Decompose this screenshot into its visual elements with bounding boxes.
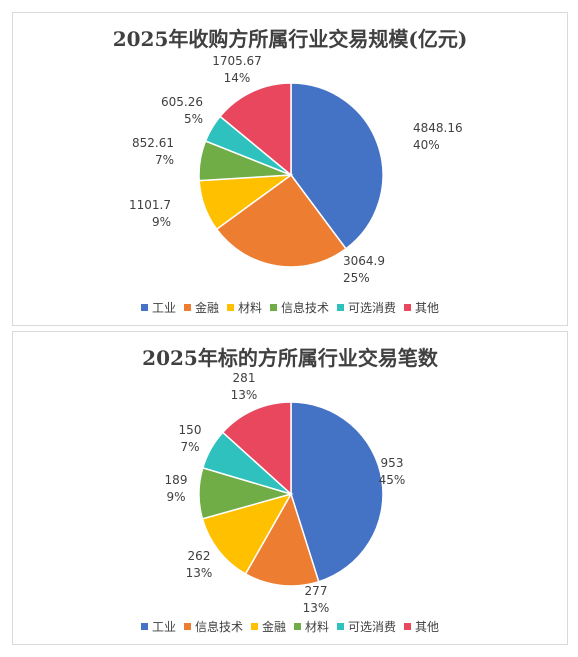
slice-value-label: 1101.7 [129,198,171,212]
legend-swatch [140,623,148,630]
legend-label: 材料 [305,620,330,634]
legend-swatch [294,623,301,630]
legend-item: 其他 [404,299,439,316]
legend-item: 可选消费 [337,299,396,316]
legend-swatch [226,304,234,311]
legend-item: 工业 [140,618,176,635]
legend-swatch [270,304,277,311]
legend-item: 其他 [404,618,439,635]
legend-item: 信息技术 [270,299,329,316]
slice-value-label: 262 [188,549,211,563]
slice-percent-label: 14% [224,71,251,85]
slice-percent-label: 7% [180,440,199,454]
slice-percent-label: 5% [184,112,203,126]
slice-percent-label: 13% [231,388,258,402]
legend-swatch [183,623,191,630]
chart-title: 2025年收购方所属行业交易规模(亿元) [112,27,468,51]
slice-percent-label: 9% [166,490,185,504]
legend-swatch [404,623,412,630]
pie-slice [219,82,292,177]
legend-label: 材料 [237,301,262,315]
slice-value-label: 1705.67 [212,54,262,68]
legend-item: 工业 [140,299,176,316]
pie-slice [290,82,384,250]
legend-item: 信息技术 [183,618,243,635]
legend-label: 信息技术 [281,301,330,315]
legend-label: 可选消费 [348,620,397,634]
legend-item: 金融 [250,618,286,635]
legend-label: 其他 [415,620,440,634]
slice-value-label: 281 [233,371,256,385]
legend-swatch [140,304,148,311]
pie-chart: 953 45% 277 13% 262 13% 189 9% 150 7% 281 13% [165,371,406,615]
legend-swatch [250,623,258,630]
legend-label: 金融 [261,620,286,634]
slice-value-label: 3064.9 [343,254,385,268]
slice-percent-label: 25% [343,271,370,285]
slice-value-label: 953 [381,456,404,470]
legend-label: 可选消费 [348,301,397,315]
legend-item: 可选消费 [337,618,396,635]
pie-chart: 4848.16 40% 3064.9 25% 1101.7 9% 852.61 7% 605.2… [129,54,463,285]
slice-value-label: 189 [165,473,188,487]
slice-percent-label: 45% [379,473,406,487]
legend-swatch [337,623,345,630]
legend-label: 其他 [415,301,440,315]
slice-percent-label: 9% [152,215,171,229]
legend-item: 金融 [183,299,219,316]
slice-percent-label: 13% [186,566,213,580]
chart-panel-deal-count: 2025年标的方所属行业交易笔数 953 45% 277 13% 262 13% 189 9%… [12,331,568,645]
pie-slice [201,492,293,575]
slice-percent-label: 40% [413,138,440,152]
pie-slice [290,401,384,583]
legend-swatch [183,304,191,311]
legend-label: 信息技术 [194,620,243,634]
legend-label: 工业 [151,301,176,315]
legend-item: 材料 [294,618,329,635]
slice-percent-label: 13% [303,601,330,615]
legend-swatch [404,304,412,311]
slice-value-label: 150 [179,423,202,437]
chart-legend: 工业 信息技术 金融 材料 可选消费 其他 [13,618,567,635]
slice-percent-label: 7% [155,153,174,167]
pie-slice [244,492,320,587]
chart-panel-deal-size: 2025年收购方所属行业交易规模(亿元) 4848.16 40% 3064.9 25%… [12,12,568,326]
legend-label: 金融 [194,301,219,315]
pie-slice [221,401,292,496]
legend-label: 工业 [151,620,176,634]
slice-value-label: 4848.16 [413,121,463,135]
chart-legend: 工业 金融 材料 信息技术 可选消费 其他 [13,299,567,316]
legend-swatch [337,304,345,311]
legend-item: 材料 [226,299,262,316]
slice-value-label: 605.26 [161,95,203,109]
pie-slice [215,173,348,268]
slice-value-label: 277 [305,584,328,598]
chart-title: 2025年标的方所属行业交易笔数 [142,346,438,370]
slice-value-label: 852.61 [132,136,174,150]
